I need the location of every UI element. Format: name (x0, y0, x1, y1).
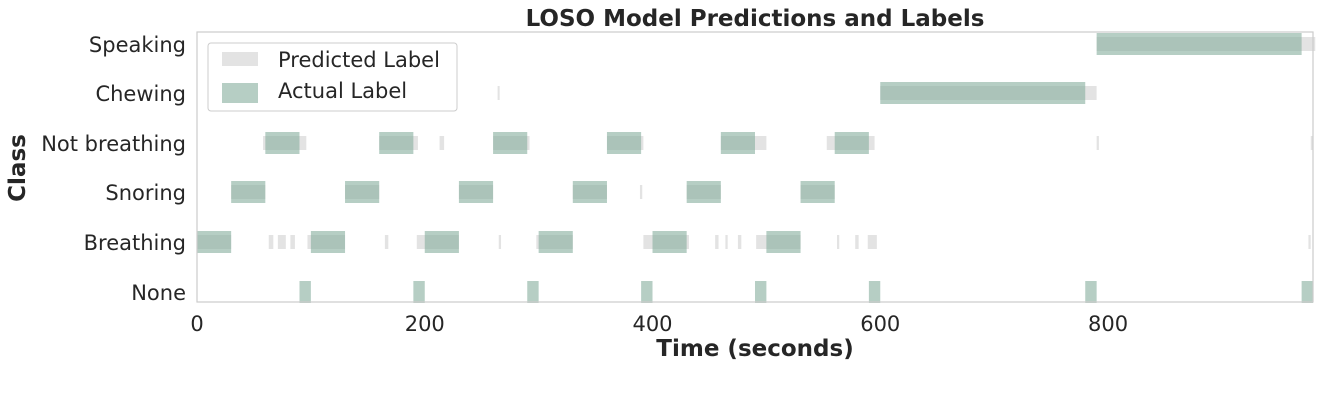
actual-label-segment-none (755, 281, 767, 303)
actual-label-segment-none (641, 281, 653, 303)
predicted-label-segment-breathing (498, 235, 502, 249)
actual-label-segment-snoring (686, 181, 721, 203)
y-axis-title: Class (5, 134, 31, 202)
y-tick-label-breathing: Breathing (84, 231, 186, 255)
chart-title: LOSO Model Predictions and Labels (526, 6, 985, 32)
actual-label-segment-snoring (572, 181, 607, 203)
actual-label-segment-chewing (880, 82, 1086, 104)
actual-label-segment-speaking (1096, 33, 1302, 55)
predicted-label-segment-snoring (639, 185, 643, 199)
actual-label-segment-none (1085, 281, 1097, 303)
actual-label-segment-snoring (800, 181, 835, 203)
legend-label-actual: Actual Label (278, 79, 407, 103)
predicted-label-segment-breathing (277, 235, 286, 249)
actual-label-segment-not-breathing (379, 132, 414, 154)
y-tick-label-snoring: Snoring (105, 181, 186, 205)
actual-label-segment-none (299, 281, 311, 303)
x-tick-label-600: 600 (860, 312, 900, 336)
plot-frame (196, 31, 1314, 303)
actual-label-segment-breathing (310, 231, 346, 253)
y-tick-label-not-breathing: Not breathing (41, 132, 186, 156)
series-actual-label (197, 33, 1313, 303)
plot-area (197, 33, 1316, 303)
predicted-label-segment-chewing (497, 86, 500, 100)
actual-label-segment-none (868, 281, 881, 303)
actual-label-segment-breathing (538, 231, 573, 253)
predicted-label-segment-breathing (1308, 235, 1311, 249)
actual-label-segment-none (413, 281, 425, 303)
actual-label-segment-snoring (231, 181, 266, 203)
predicted-label-segment-breathing (867, 235, 877, 249)
legend-swatch-actual (222, 83, 258, 103)
actual-label-segment-breathing (766, 231, 801, 253)
actual-label-segment-none (1301, 281, 1313, 303)
predicted-label-segment-breathing (836, 235, 840, 249)
predicted-label-segment-not-breathing (1096, 136, 1099, 150)
legend-box (207, 42, 458, 112)
predicted-label-segment-breathing (737, 235, 742, 249)
legend-swatch-predicted (222, 52, 258, 66)
actual-label-segment-not-breathing (265, 132, 300, 154)
actual-label-segment-none (527, 281, 539, 303)
predicted-label-segment-breathing (725, 235, 728, 249)
predicted-label-segment-breathing (855, 235, 859, 249)
y-tick-label-speaking: Speaking (89, 33, 186, 57)
actual-label-segment-snoring (345, 181, 380, 203)
actual-label-segment-not-breathing (720, 132, 755, 154)
axis-ticks: None Breathing Snoring Not breathing Chewing… (41, 33, 1128, 336)
actual-label-segment-snoring (458, 181, 494, 203)
x-tick-label-200: 200 (405, 312, 445, 336)
actual-label-segment-breathing (652, 231, 687, 253)
y-tick-label-none: None (131, 281, 186, 305)
predicted-label-segment-not-breathing (1310, 136, 1313, 150)
actual-label-segment-not-breathing (493, 132, 528, 154)
predicted-label-segment-breathing (715, 235, 719, 249)
actual-label-segment-not-breathing (606, 132, 642, 154)
y-tick-label-chewing: Chewing (95, 82, 186, 106)
predicted-label-segment-breathing (268, 235, 274, 249)
actual-label-segment-breathing (197, 231, 232, 253)
x-axis-title: Time (seconds) (656, 336, 853, 362)
actual-label-segment-breathing (424, 231, 459, 253)
legend: Predicted Label Actual Label (207, 42, 458, 112)
actual-label-segment-not-breathing (834, 132, 869, 154)
legend-label-predicted: Predicted Label (278, 48, 440, 72)
predicted-label-segment-breathing (290, 235, 295, 249)
x-tick-label-400: 400 (632, 312, 672, 336)
predicted-label-segment-breathing (384, 235, 389, 249)
predicted-label-segment-not-breathing (439, 136, 445, 150)
x-tick-label-800: 800 (1088, 312, 1128, 336)
x-tick-label-0: 0 (190, 312, 203, 336)
